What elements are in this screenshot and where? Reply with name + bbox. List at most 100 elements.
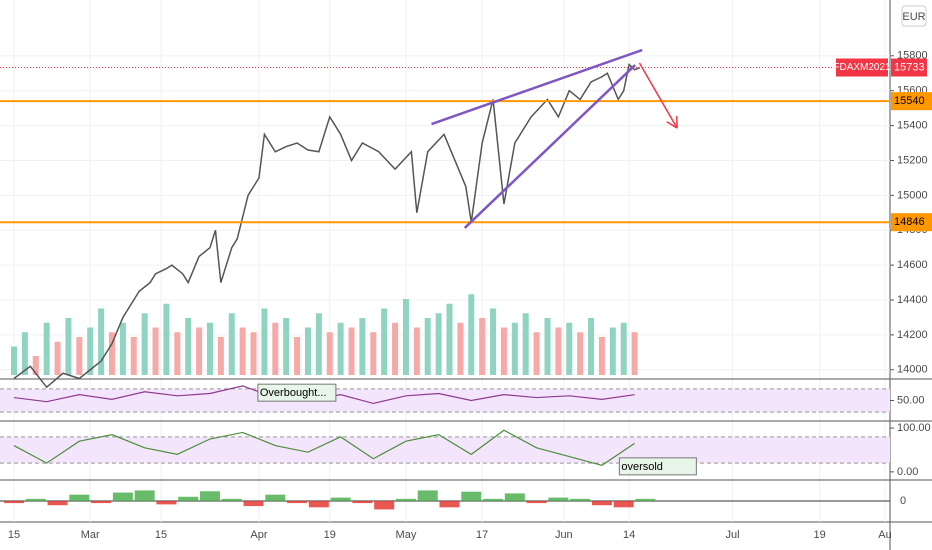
volume-bar <box>566 322 573 375</box>
volume-bar <box>479 318 486 375</box>
histogram-bar <box>395 498 416 501</box>
histogram-bar <box>287 501 308 504</box>
band-fill <box>0 388 890 413</box>
y-tick-label: 14000 <box>897 364 928 376</box>
volume-bar <box>21 332 28 375</box>
volume-bar <box>206 322 213 375</box>
y-tick-label: 15200 <box>897 154 928 166</box>
volume-bar <box>490 308 497 375</box>
y-tick-label: 15000 <box>897 189 928 201</box>
histogram-bar <box>504 493 525 501</box>
histogram-bar <box>221 498 242 501</box>
volume-bar <box>370 332 377 375</box>
volume-bar <box>413 327 420 375</box>
arrow-head <box>666 121 678 129</box>
level-label-box <box>891 92 932 111</box>
annotation-box <box>257 383 337 402</box>
arrow-line <box>638 62 678 129</box>
volume-bar <box>283 318 290 375</box>
volume-bar <box>457 322 464 375</box>
volume-bar <box>174 332 181 375</box>
y-tick-label: 14600 <box>897 259 928 271</box>
level-label-box <box>891 213 932 232</box>
volume-bar <box>119 322 126 375</box>
histogram-bar <box>439 501 460 508</box>
currency: EUR <box>902 11 925 23</box>
volume-bar <box>32 356 39 375</box>
annotation-text: oversold <box>621 461 663 473</box>
histogram-bar <box>591 501 612 506</box>
volume-bar <box>163 303 170 375</box>
volume-bar <box>500 327 507 375</box>
histogram-bar <box>330 497 351 501</box>
x-tick-label: Apr <box>250 529 267 541</box>
volume-bar <box>435 313 442 375</box>
histogram-bar <box>374 501 395 510</box>
currency-button[interactable] <box>901 5 927 27</box>
histogram-bar <box>265 494 286 501</box>
level-label: 14846 <box>894 216 925 228</box>
volume-bar <box>76 337 83 375</box>
histogram-bar <box>526 501 547 504</box>
volume-bar <box>87 327 94 375</box>
volume-bar <box>348 327 355 375</box>
volume-bar <box>108 332 115 375</box>
histogram-bar <box>548 497 569 501</box>
histogram-bar <box>570 498 591 501</box>
volume-bar <box>141 313 148 375</box>
histogram-bar <box>613 501 634 508</box>
last-price-box <box>891 58 927 77</box>
histogram-bar <box>25 498 46 501</box>
x-tick-label: Mar <box>81 529 100 541</box>
price-line <box>13 63 641 389</box>
volume-bar <box>577 332 584 375</box>
volume-bar <box>620 322 627 375</box>
volume-bar <box>392 322 399 375</box>
volume-bar <box>598 337 605 375</box>
volume-bar <box>337 322 344 375</box>
volume-bar <box>522 313 529 375</box>
band-fill <box>0 436 890 464</box>
oscillator-line <box>13 429 635 466</box>
y-tick-label: 14400 <box>897 294 928 306</box>
volume-bar <box>152 327 159 375</box>
x-tick-label: 14 <box>623 529 635 541</box>
histogram-bar <box>47 501 68 506</box>
volume-bar <box>315 313 322 375</box>
histogram-bar <box>178 496 199 501</box>
x-tick-label: 19 <box>324 529 336 541</box>
volume-bar <box>217 337 224 375</box>
trend-line <box>463 64 636 229</box>
histogram-bar <box>308 501 329 508</box>
volume-bar <box>261 308 268 375</box>
volume-bar <box>65 318 72 375</box>
y-tick-label: 50.00 <box>897 394 925 406</box>
y-tick-label: 0 <box>900 495 906 507</box>
volume-bar <box>609 327 616 375</box>
symbol-label: FDAXM2021 <box>833 62 891 73</box>
volume-bar <box>54 341 61 375</box>
histogram-bar <box>483 498 504 501</box>
x-tick-label: Jun <box>555 529 573 541</box>
level-label: 15540 <box>894 95 925 107</box>
histogram-bar <box>417 490 438 501</box>
volume-bar <box>294 337 301 375</box>
histogram-bar <box>156 501 177 505</box>
volume-bar <box>185 318 192 375</box>
volume-bar <box>511 322 518 375</box>
y-tick-label: 0.00 <box>897 466 918 478</box>
histogram-bar <box>461 491 482 501</box>
volume-bar <box>533 332 540 375</box>
histogram-bar <box>69 494 90 501</box>
volume-bar <box>326 332 333 375</box>
volume-bar <box>11 346 17 375</box>
last-price-label: 15733 <box>894 61 925 73</box>
volume-bar <box>631 332 638 375</box>
volume-bar <box>555 327 562 375</box>
volume-bar <box>359 318 366 375</box>
histogram-bar <box>352 501 373 504</box>
volume-bar <box>272 322 279 375</box>
volume-bar <box>196 327 203 375</box>
